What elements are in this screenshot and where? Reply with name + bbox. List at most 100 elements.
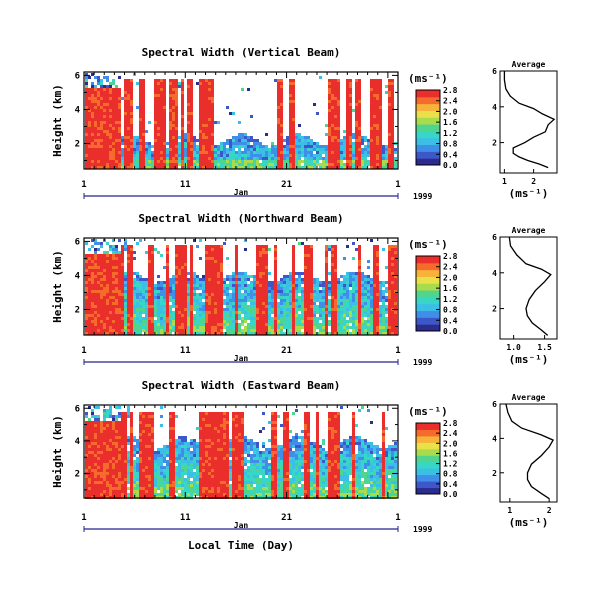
heatmap-cell	[133, 154, 136, 157]
heatmap-cell	[232, 320, 235, 323]
heatmap-cell	[298, 326, 301, 329]
heatmap-cell	[136, 275, 139, 278]
heatmap-cell	[352, 311, 355, 314]
heatmap-cell	[334, 269, 337, 272]
heatmap-cell	[115, 121, 118, 124]
heatmap-cell	[181, 296, 184, 299]
heatmap-cell	[343, 136, 346, 139]
heatmap-cell	[193, 305, 196, 308]
heatmap-cell	[103, 251, 106, 254]
heatmap-cell	[205, 299, 208, 302]
heatmap-cell	[190, 118, 193, 121]
heatmap-cell	[157, 79, 160, 82]
heatmap-cell	[112, 290, 115, 293]
heatmap-cell	[148, 121, 151, 124]
heatmap-cell	[316, 163, 319, 166]
heatmap-cell	[217, 154, 220, 157]
colorbar-tick-label: 0.8	[443, 140, 458, 149]
heatmap-cell	[376, 290, 379, 293]
heatmap-cell	[310, 257, 313, 260]
heatmap-cell	[91, 481, 94, 484]
heatmap-cell	[130, 85, 133, 88]
heatmap-cell	[187, 154, 190, 157]
heatmap-cell	[217, 245, 220, 248]
heatmap-cell	[370, 124, 373, 127]
heatmap-cell	[286, 329, 289, 332]
heatmap-cell	[262, 290, 265, 293]
heatmap-cell	[295, 293, 298, 296]
heatmap-cell	[361, 139, 364, 142]
heatmap-cell	[244, 299, 247, 302]
heatmap-cell	[91, 151, 94, 154]
heatmap-cell	[130, 130, 133, 133]
heatmap-cell	[184, 266, 187, 269]
heatmap-cell	[211, 103, 214, 106]
heatmap-cell	[181, 133, 184, 136]
heatmap-cell	[388, 151, 391, 154]
heatmap-cell	[235, 299, 238, 302]
heatmap-cell	[310, 160, 313, 163]
heatmap-cell	[274, 79, 277, 82]
heatmap-cell	[145, 157, 148, 160]
heatmap-cell	[358, 127, 361, 130]
heatmap-cell	[238, 311, 241, 314]
heatmap-cell	[154, 124, 157, 127]
heatmap-cell	[220, 287, 223, 290]
heatmap-cell	[238, 145, 241, 148]
heatmap-cell	[232, 296, 235, 299]
heatmap-cell	[319, 302, 322, 305]
heatmap-cell	[160, 112, 163, 115]
heatmap-cell	[157, 154, 160, 157]
heatmap-cell	[154, 148, 157, 151]
heatmap-cell	[388, 145, 391, 148]
heatmap-cell	[190, 248, 193, 251]
heatmap-cell	[169, 314, 172, 317]
heatmap-cell	[157, 145, 160, 148]
heatmap-cell	[283, 293, 286, 296]
heatmap-cell	[223, 299, 226, 302]
heatmap-cell	[310, 287, 313, 290]
heatmap-cell	[181, 326, 184, 329]
heatmap-cell	[187, 320, 190, 323]
heatmap-cell	[133, 272, 136, 275]
heatmap-cell	[274, 284, 277, 287]
heatmap-cell	[103, 103, 106, 106]
heatmap-cell	[337, 311, 340, 314]
heatmap-cell	[358, 305, 361, 308]
heatmap-cell	[208, 290, 211, 293]
heatmap-cell	[88, 151, 91, 154]
heatmap-cell	[109, 245, 112, 248]
heatmap-cell	[394, 320, 397, 323]
heatmap-cell	[154, 85, 157, 88]
heatmap-cell	[301, 145, 304, 148]
heatmap-cell	[133, 139, 136, 142]
heatmap-cell	[358, 142, 361, 145]
heatmap-cell	[130, 106, 133, 109]
heatmap-cell	[181, 139, 184, 142]
heatmap-cell	[361, 311, 364, 314]
heatmap-cell	[145, 296, 148, 299]
heatmap-cell	[313, 311, 316, 314]
heatmap-cell	[202, 166, 205, 169]
heatmap-cell	[172, 278, 175, 281]
heatmap-cell	[352, 320, 355, 323]
heatmap-cell	[334, 166, 337, 169]
heatmap-cell	[130, 275, 133, 278]
colorbar-swatch	[416, 130, 440, 139]
heatmap-cell	[154, 91, 157, 94]
heatmap-cell	[274, 145, 277, 148]
heatmap-cell	[187, 314, 190, 317]
heatmap-cell	[253, 326, 256, 329]
heatmap-cell	[211, 118, 214, 121]
heatmap-cell	[247, 157, 250, 160]
heatmap-cell	[163, 91, 166, 94]
heatmap-cell	[97, 329, 100, 332]
heatmap-cell	[151, 326, 154, 329]
heatmap-cell	[277, 115, 280, 118]
heatmap-cell	[124, 163, 127, 166]
heatmap-cell	[340, 311, 343, 314]
heatmap-cell	[292, 326, 295, 329]
heatmap-cell	[220, 320, 223, 323]
heatmap-cell	[217, 281, 220, 284]
heatmap-cell	[229, 151, 232, 154]
